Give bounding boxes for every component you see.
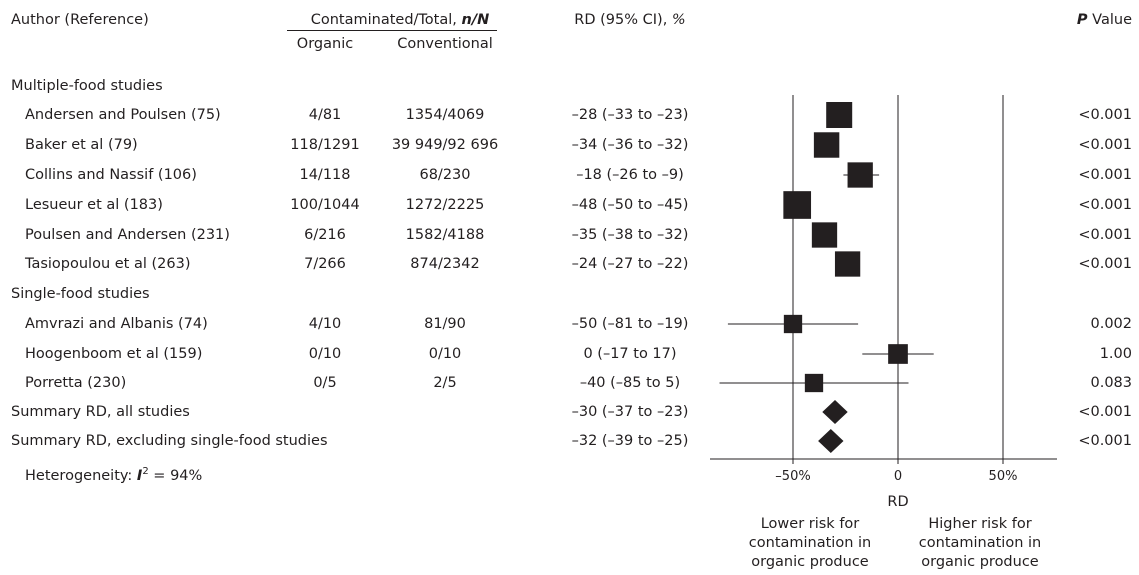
summary-p-value: <0.001	[1078, 433, 1132, 449]
group-label-single: Single-food studies	[11, 286, 150, 302]
study-point	[826, 102, 853, 128]
study-conventional: 81/90	[424, 316, 466, 332]
x-tick-label: 50%	[989, 469, 1018, 484]
study-organic: 14/118	[299, 167, 351, 183]
study-point	[783, 314, 803, 334]
column-header-p-value: P Value	[1076, 12, 1132, 28]
summary-rd-ci: –30 (–37 to –23)	[571, 404, 689, 420]
x-tick-label: –50%	[775, 469, 810, 484]
study-p-value: 1.00	[1099, 346, 1132, 362]
x-tick-label: 0	[894, 469, 902, 484]
column-header-organic: Organic	[296, 36, 354, 52]
study-conventional: 874/2342	[410, 256, 480, 272]
group-label-multiple: Multiple-food studies	[11, 78, 163, 94]
study-point	[888, 344, 908, 364]
note-lower-risk-1: Lower risk for	[760, 516, 860, 532]
study-author: Collins and Nassif (106)	[25, 167, 197, 183]
note-higher-risk-2: contamination in	[918, 535, 1042, 551]
study-conventional: 68/230	[419, 167, 471, 183]
summary-rd-ci: –32 (–39 to –25)	[571, 433, 689, 449]
study-author: Baker et al (79)	[25, 137, 138, 153]
study-p-value: 0.083	[1090, 375, 1132, 391]
study-conventional: 2/5	[433, 375, 457, 391]
column-header-conventional: Conventional	[397, 36, 493, 52]
study-organic: 4/81	[308, 107, 342, 123]
study-p-value: <0.001	[1078, 107, 1132, 123]
study-p-value: <0.001	[1078, 256, 1132, 272]
study-p-value: 0.002	[1090, 316, 1132, 332]
column-header-rd: RD (95% CI), %	[574, 12, 686, 28]
study-point	[847, 162, 873, 188]
study-rd-ci: –50 (–81 to –19)	[571, 316, 689, 332]
study-rd-ci: –48 (–50 to –45)	[571, 197, 689, 213]
summary-p-value: <0.001	[1078, 404, 1132, 420]
study-organic: 0/10	[308, 346, 342, 362]
study-organic: 100/1044	[290, 197, 360, 213]
study-point	[804, 373, 824, 393]
column-header-author: Author (Reference)	[11, 12, 149, 28]
study-rd-ci: 0 (–17 to 17)	[583, 346, 677, 362]
x-axis-label: RD	[887, 494, 909, 510]
study-author: Lesueur et al (183)	[25, 197, 163, 213]
study-organic: 0/5	[313, 375, 337, 391]
summary-label: Summary RD, excluding single-food studie…	[11, 433, 328, 449]
study-conventional: 1272/2225	[405, 197, 485, 213]
summary-diamond	[818, 429, 844, 453]
study-organic: 6/216	[304, 227, 346, 243]
study-point	[834, 251, 861, 277]
note-higher-risk-1: Higher risk for	[928, 516, 1032, 532]
study-author: Tasiopoulou et al (263)	[25, 256, 191, 272]
study-rd-ci: –24 (–27 to –22)	[571, 256, 689, 272]
study-point	[813, 132, 840, 158]
study-p-value: <0.001	[1078, 137, 1132, 153]
study-author: Amvrazi and Albanis (74)	[25, 316, 208, 332]
study-rd-ci: –18 (–26 to –9)	[576, 167, 684, 183]
summary-label: Summary RD, all studies	[11, 404, 190, 420]
note-higher-risk-3: organic produce	[921, 554, 1039, 570]
study-point	[811, 222, 838, 248]
header-underline	[287, 30, 497, 31]
study-author: Poulsen and Andersen (231)	[25, 227, 230, 243]
study-rd-ci: –34 (–36 to –32)	[571, 137, 689, 153]
study-p-value: <0.001	[1078, 227, 1132, 243]
note-lower-risk-3: organic produce	[751, 554, 869, 570]
study-organic: 118/1291	[290, 137, 360, 153]
study-rd-ci: –40 (–85 to 5)	[579, 375, 681, 391]
study-p-value: <0.001	[1078, 197, 1132, 213]
summary-diamond	[822, 400, 848, 424]
note-lower-risk-2: contamination in	[748, 535, 872, 551]
study-author: Andersen and Poulsen (75)	[25, 107, 221, 123]
study-conventional: 1582/4188	[405, 227, 485, 243]
study-conventional: 0/10	[428, 346, 462, 362]
study-conventional: 39 949/92 696	[391, 137, 499, 153]
study-organic: 4/10	[308, 316, 342, 332]
column-header-contaminated: Contaminated/Total, n/N	[310, 12, 490, 28]
study-author: Porretta (230)	[25, 375, 127, 391]
study-point	[783, 191, 812, 219]
study-rd-ci: –35 (–38 to –32)	[571, 227, 689, 243]
study-conventional: 1354/4069	[405, 107, 485, 123]
study-author: Hoogenboom et al (159)	[25, 346, 203, 362]
study-p-value: <0.001	[1078, 167, 1132, 183]
study-organic: 7/266	[304, 256, 346, 272]
heterogeneity: Heterogeneity: I2 = 94%	[25, 466, 203, 484]
study-rd-ci: –28 (–33 to –23)	[571, 107, 689, 123]
